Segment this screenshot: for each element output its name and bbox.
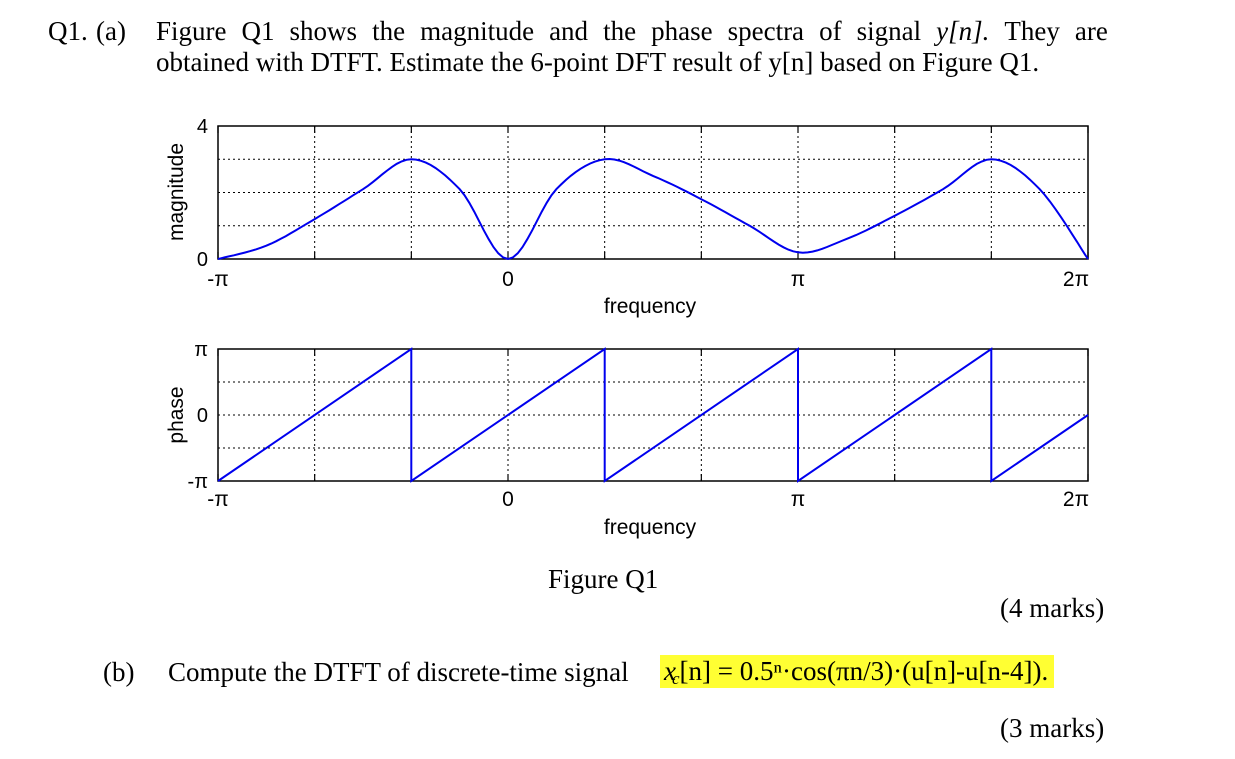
word: shows [289, 16, 358, 46]
word: are [1074, 16, 1108, 46]
formula-subscript: c [671, 669, 680, 688]
word: the [603, 16, 637, 46]
word: signal [856, 16, 922, 46]
word: They [1004, 16, 1060, 46]
y-tick-label: π [194, 339, 208, 361]
word: Figure [156, 16, 227, 46]
x-axis-label: frequency [604, 516, 697, 539]
word: spectra [727, 16, 805, 46]
formula-body: [n] = 0.5ⁿ·cos(πn/3)·(u[n]-u[n-4]). [679, 656, 1049, 686]
part-a-text-line1: Figure Q1 shows the magnitude and the phase spec… [156, 15, 1108, 47]
x-tick-label: 2π [1063, 488, 1089, 511]
question-number: Q1. [48, 16, 88, 46]
word: y[n]. [936, 16, 990, 46]
y-tick-label: 4 [197, 116, 208, 138]
word: of [819, 16, 842, 46]
x-tick-label: π [791, 488, 806, 511]
formula-var: x [664, 656, 676, 686]
word: the [372, 16, 406, 46]
plot-frame [217, 125, 1089, 260]
part-a-label: (a) [96, 16, 126, 46]
x-tick-label: -π [207, 268, 228, 291]
word: magnitude [420, 16, 535, 46]
x-tick-label: 0 [502, 268, 514, 291]
word: Q1 [241, 16, 275, 46]
x-tick-label: 0 [502, 488, 514, 511]
phase-curve [217, 347, 1089, 483]
part-a-text-line2: obtained with DTFT. Estimate the 6-point… [156, 47, 1040, 77]
word: phase [651, 16, 713, 46]
y-axis-label: magnitude [165, 143, 188, 241]
x-tick-label: 2π [1063, 268, 1089, 291]
word: and [549, 16, 589, 46]
magnitude-curve [217, 157, 1089, 261]
x-tick-label: π [791, 268, 806, 291]
y-tick-label: 0 [197, 249, 208, 271]
y-tick-label: 0 [197, 405, 208, 427]
x-tick-label: -π [207, 488, 228, 511]
part-b-label: (b) [103, 657, 135, 687]
y-tick-label: -π [188, 471, 208, 493]
part-b-marks: (3 marks) [1000, 713, 1105, 743]
y-axis-label: phase [165, 386, 188, 443]
part-b-formula-highlight: xc[n] = 0.5ⁿ·cos(πn/3)·(u[n]-u[n-4]). [660, 655, 1055, 688]
figure-caption: Figure Q1 [548, 564, 659, 594]
part-b-text: Compute the DTFT of discrete-time signal [168, 657, 629, 687]
part-a-marks: (4 marks) [1000, 593, 1105, 623]
x-axis-label: frequency [604, 295, 697, 318]
